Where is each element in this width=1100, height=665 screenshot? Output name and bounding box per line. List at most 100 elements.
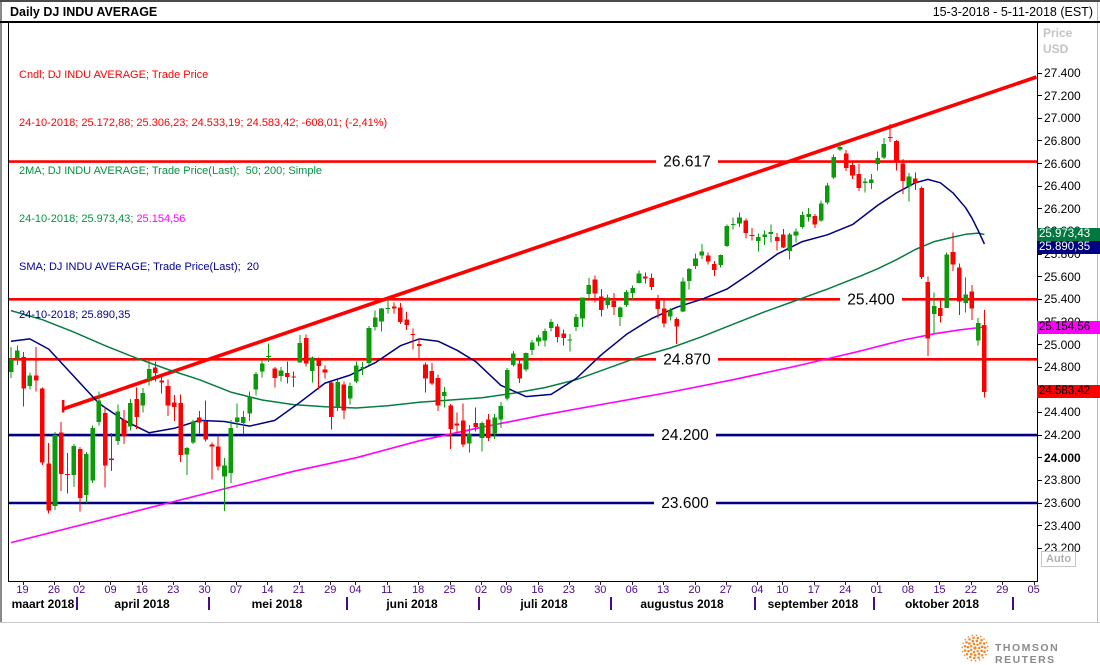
candle-body-down — [153, 367, 158, 374]
month-label: september 2018 — [767, 597, 859, 611]
candle-body-up — [146, 368, 152, 380]
logo-dot — [972, 642, 976, 646]
month-label: augustus 2018 — [640, 597, 724, 611]
candle-body-up — [90, 427, 95, 481]
candle-body-down — [197, 417, 202, 423]
candle-body-up — [266, 356, 271, 358]
candle-body-up — [548, 322, 554, 328]
candle-body-down — [322, 369, 328, 373]
month-separator — [610, 597, 612, 610]
day-tick-label: 14 — [261, 584, 274, 596]
logo-dot — [975, 639, 979, 643]
line-label-bg — [654, 425, 716, 445]
day-tick-label: 29 — [996, 584, 1009, 596]
candle-body-down — [33, 375, 39, 381]
candle-body-down — [887, 137, 893, 139]
chart-header: Daily DJ INDU AVERAGE 15-3-2018 - 5-11-2… — [2, 2, 1097, 21]
day-tick-label: 27 — [719, 584, 733, 596]
candle-body-up — [975, 322, 981, 341]
week-tick-mark — [53, 581, 55, 585]
line-label-24.200: 24.200 — [661, 427, 709, 444]
candle-body-down — [285, 372, 290, 377]
candle-body-down — [982, 325, 987, 392]
day-tick-label: 06 — [625, 584, 638, 596]
candle-body-up — [523, 353, 529, 370]
price-axis-unit-price: Price — [1043, 26, 1073, 40]
week-tick-mark — [663, 581, 665, 585]
day-tick-label: 07 — [229, 584, 243, 596]
price-tick-label: 26.600 — [1044, 156, 1081, 171]
axis-auto-scale-button[interactable]: Auto — [1041, 551, 1077, 567]
logo-dot — [963, 645, 967, 648]
candle-body-down — [969, 291, 975, 309]
week-tick-mark — [1002, 581, 1004, 585]
candle-body-down — [894, 141, 899, 161]
price-tick-label: 26.800 — [1044, 133, 1081, 148]
logo-dot — [973, 653, 977, 657]
line-label-26.617: 26.617 — [663, 154, 710, 171]
week-tick-mark — [330, 581, 332, 585]
candle-body-up — [567, 339, 573, 341]
ascending-trend-line[interactable] — [62, 75, 1037, 411]
day-tick-label: 29 — [324, 584, 337, 596]
candle-body-up — [385, 308, 391, 310]
candle-body-up — [881, 143, 887, 158]
candle-body-up — [693, 258, 698, 266]
logo-dot — [976, 636, 980, 640]
week-tick-mark — [813, 581, 815, 585]
candle-body-up — [442, 391, 447, 396]
candle-body-up — [511, 353, 516, 366]
candles — [9, 123, 987, 514]
candle-body-down — [642, 276, 648, 279]
line-label-bg — [656, 152, 718, 172]
price-tick-mark — [1037, 434, 1042, 436]
candle-body-up — [906, 176, 912, 187]
day-tick-label: 25 — [443, 584, 456, 596]
candle-body-up — [479, 423, 485, 439]
day-tick-label: 05 — [1027, 584, 1040, 596]
day-tick-label: 09 — [499, 584, 513, 596]
price-chart-plot[interactable]: 26.617 25.400 24.870 24.200 23.600 Cndl; DJ … — [8, 23, 1038, 582]
header-divider — [0, 21, 1100, 23]
candle-body-down — [272, 368, 278, 378]
logo-dot — [961, 650, 964, 653]
price-tick-mark — [1037, 185, 1042, 187]
logo-dot — [983, 650, 986, 654]
footer-divider — [0, 622, 1100, 623]
logo-dot — [980, 654, 984, 657]
candle-body-down — [781, 234, 786, 248]
price-tick-label: 24.400 — [1044, 405, 1081, 420]
logo-dot — [982, 656, 985, 659]
logo-dot — [982, 642, 986, 645]
sma200-line — [10, 326, 985, 544]
price-tick-label: 23.800 — [1044, 473, 1081, 488]
logo-dot — [979, 635, 982, 638]
price-tick-label: 25.400 — [1044, 292, 1081, 307]
window-right-border — [1097, 2, 1098, 622]
candle-body-up — [768, 231, 774, 235]
logo-dot — [971, 634, 974, 637]
legend-2ma-values: 24-10-2018; 25.973,43; 25.154,56 — [19, 211, 387, 227]
chart-title: Daily DJ INDU AVERAGE — [10, 5, 158, 19]
day-tick-label: 24 — [839, 584, 852, 596]
candle-body-down — [435, 378, 441, 406]
month-separator — [1012, 597, 1014, 610]
candle-body-down — [109, 458, 114, 461]
logo-dot — [986, 649, 989, 652]
month-separator — [754, 597, 756, 610]
logo-dot — [980, 645, 984, 649]
candle-body-up — [869, 179, 874, 183]
candle-body-up — [335, 382, 340, 407]
chart-canvas[interactable]: 26.617 25.400 24.870 24.200 23.600 — [9, 23, 1037, 581]
week-tick-mark — [876, 581, 878, 585]
logo-dot — [973, 656, 976, 660]
candle-body-down — [611, 301, 617, 307]
candle-body-up — [931, 306, 937, 314]
day-tick-label: 30 — [594, 584, 607, 596]
line-label-bg — [654, 493, 716, 513]
price-tick-mark — [1037, 298, 1042, 300]
month-separator — [873, 597, 875, 610]
candle-body-up — [862, 181, 868, 184]
line-label-25.400: 25.400 — [847, 291, 895, 308]
line-label-bg — [656, 349, 718, 369]
